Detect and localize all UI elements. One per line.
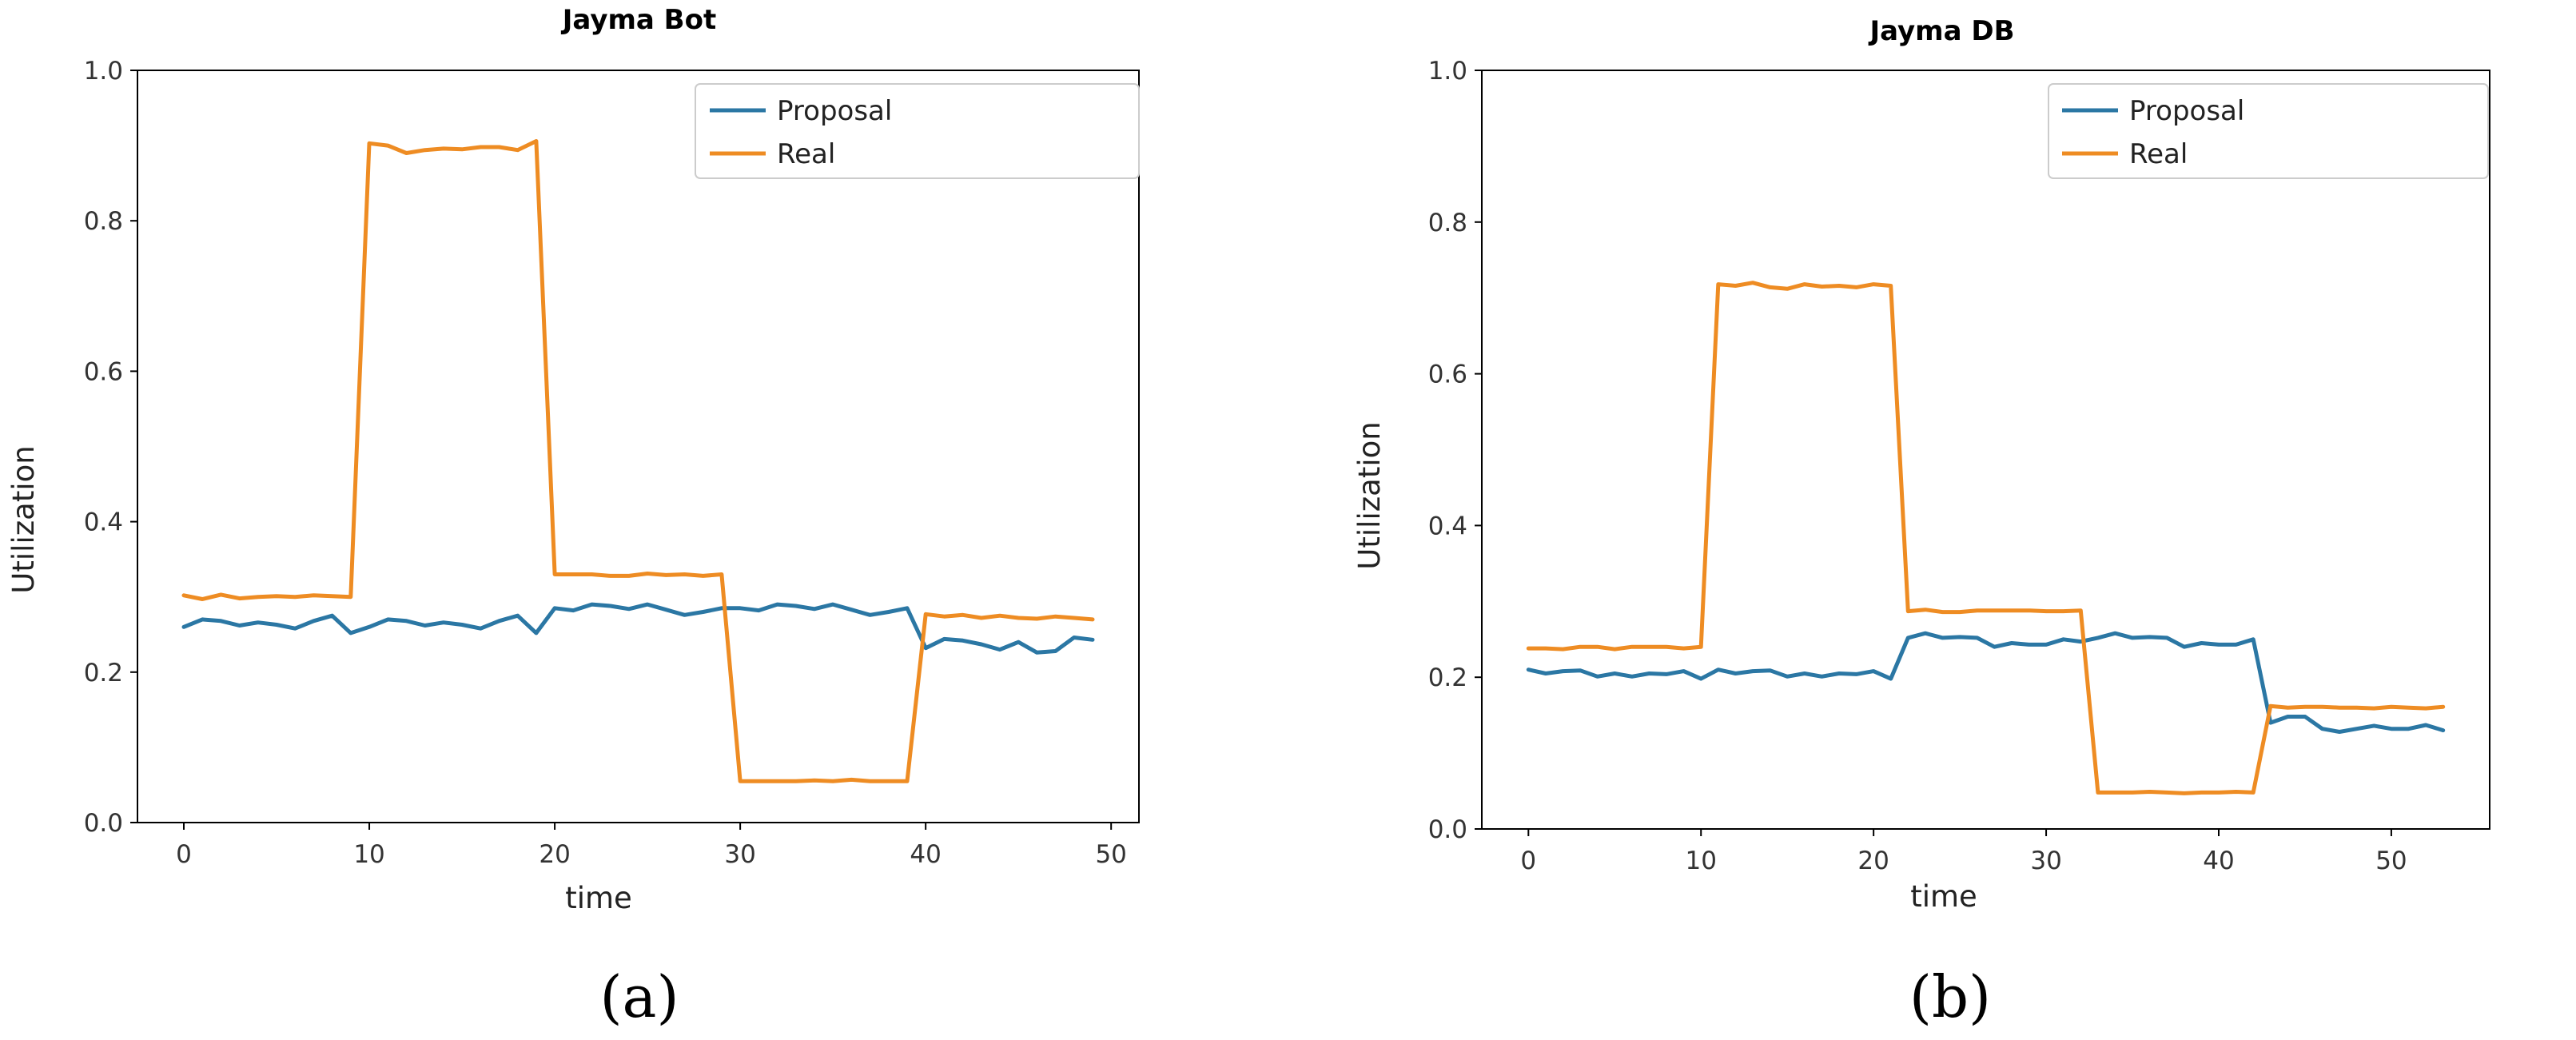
- y-tick-label: 0.2: [1428, 663, 1467, 692]
- y-tick-label: 0.6: [84, 357, 123, 386]
- legend: Proposal Real: [695, 83, 1140, 179]
- x-tick-label: 0: [176, 840, 192, 869]
- x-tick-label: 20: [539, 840, 570, 869]
- legend-label-real: Real: [2129, 138, 2188, 170]
- x-tick-label: 20: [1857, 847, 1889, 875]
- x-axis-label: time: [1910, 879, 1977, 914]
- plot-area: 0 10 20 30 40 50 0.0 0.2 0.4 0.6 0.8 1.0: [84, 57, 1140, 869]
- x-tick-label: 50: [1095, 840, 1126, 869]
- axes-frame: [137, 70, 1140, 823]
- y-tick-label: 0.0: [84, 809, 123, 838]
- series-line-real: [181, 139, 1095, 783]
- x-tick-label: 10: [353, 840, 384, 869]
- panel-label-b: (b): [1909, 963, 1991, 1030]
- series-line-proposal: [1526, 631, 2446, 734]
- axes-frame: [1481, 70, 2490, 830]
- x-tick-label: 30: [2030, 847, 2061, 875]
- x-tick-label: 0: [1520, 847, 1536, 875]
- y-tick-label: 0.4: [84, 508, 123, 537]
- y-tick-label: 1.0: [1428, 57, 1467, 86]
- y-tick-label: 0.2: [84, 659, 123, 687]
- chart-title: Jayma Bot: [561, 4, 716, 36]
- legend-box: [695, 83, 1140, 179]
- y-tick-label: 0.6: [1428, 361, 1467, 389]
- legend: Proposal Real: [2048, 83, 2489, 179]
- y-axis-label: Utilization: [6, 445, 41, 593]
- y-axis-label: Utilization: [1352, 421, 1387, 569]
- x-tick-label: 30: [724, 840, 755, 869]
- legend-label-proposal: Proposal: [2129, 95, 2244, 127]
- x-tick-label: 40: [910, 840, 941, 869]
- series-line-proposal: [181, 602, 1095, 655]
- y-tick-label: 0.8: [84, 207, 123, 236]
- chart-title: Jayma DB: [1868, 15, 2014, 47]
- y-tick-label: 0.4: [1428, 512, 1467, 540]
- plot-area: 0 10 20 30 40 50 0.0 0.2 0.4 0.6 0.8 1.0: [1428, 57, 2490, 875]
- x-axis-label: time: [565, 881, 632, 915]
- chart-jayma-bot: Jayma Bot 0 10 20 30 40 500.00.20.40.60.81.0 …: [6, 4, 1140, 1030]
- legend-label-proposal: Proposal: [777, 95, 892, 127]
- y-tick-label: 0.8: [1428, 209, 1467, 237]
- y-tick-label: 0.0: [1428, 815, 1467, 844]
- y-tick-label: 1.0: [84, 57, 123, 86]
- x-tick-label: 40: [2203, 847, 2234, 875]
- chart-jayma-db: Jayma DB 0 10 20 30 40 50 0.0 0.2 0.4 0.6 0.8 1.0 t…: [1352, 15, 2490, 1030]
- legend-label-real: Real: [777, 138, 835, 170]
- legend-box: [2048, 83, 2489, 179]
- panel-label-a: (a): [599, 963, 679, 1030]
- series-line-real: [1526, 281, 2446, 795]
- x-tick-label: 10: [1685, 847, 1716, 875]
- x-tick-label: 50: [2375, 847, 2407, 875]
